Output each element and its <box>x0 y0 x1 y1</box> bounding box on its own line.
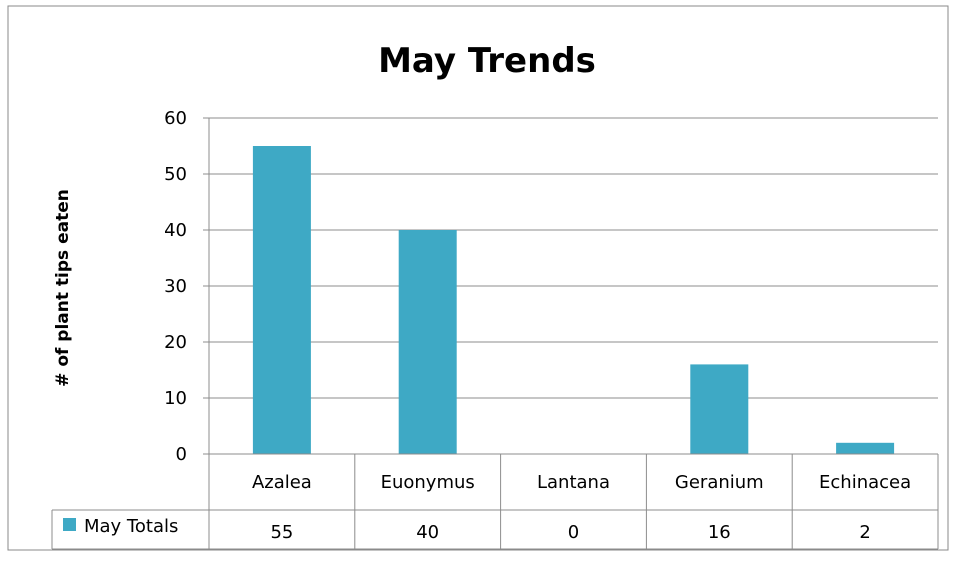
y-tick-label: 0 <box>176 444 187 465</box>
data-value-label: 16 <box>708 522 731 543</box>
y-tick-label: 60 <box>164 108 187 129</box>
bar-euonymus <box>398 230 457 454</box>
bars <box>252 146 895 454</box>
y-tick-label: 10 <box>164 388 187 409</box>
legend-key <box>63 518 76 531</box>
axes: 0 10 20 30 40 50 60 <box>164 108 210 465</box>
chart-title: May Trends <box>378 41 596 81</box>
category-label: Geranium <box>675 472 764 493</box>
data-value-label: 2 <box>859 522 870 543</box>
category-label: Euonymus <box>381 472 475 493</box>
category-label: Azalea <box>252 472 312 493</box>
bar-geranium <box>690 364 749 454</box>
y-axis-label: # of plant tips eaten <box>53 189 73 387</box>
series-name: May Totals <box>84 516 178 537</box>
data-table: Azalea Euonymus Lantana Geranium Echinacea Ma… <box>51 453 939 550</box>
y-tick-label: 30 <box>164 276 187 297</box>
data-value-label: 55 <box>270 522 293 543</box>
gridlines <box>209 117 938 455</box>
data-value-label: 40 <box>416 522 439 543</box>
y-tick-label: 50 <box>164 164 187 185</box>
chart-frame <box>7 5 949 551</box>
data-value-label: 0 <box>568 522 579 543</box>
y-tick-label: 40 <box>164 220 187 241</box>
category-label: Echinacea <box>819 472 911 493</box>
bar-azalea <box>252 146 311 454</box>
category-label: Lantana <box>537 472 610 493</box>
bar-echinacea <box>836 442 895 454</box>
y-tick-label: 20 <box>164 332 187 353</box>
